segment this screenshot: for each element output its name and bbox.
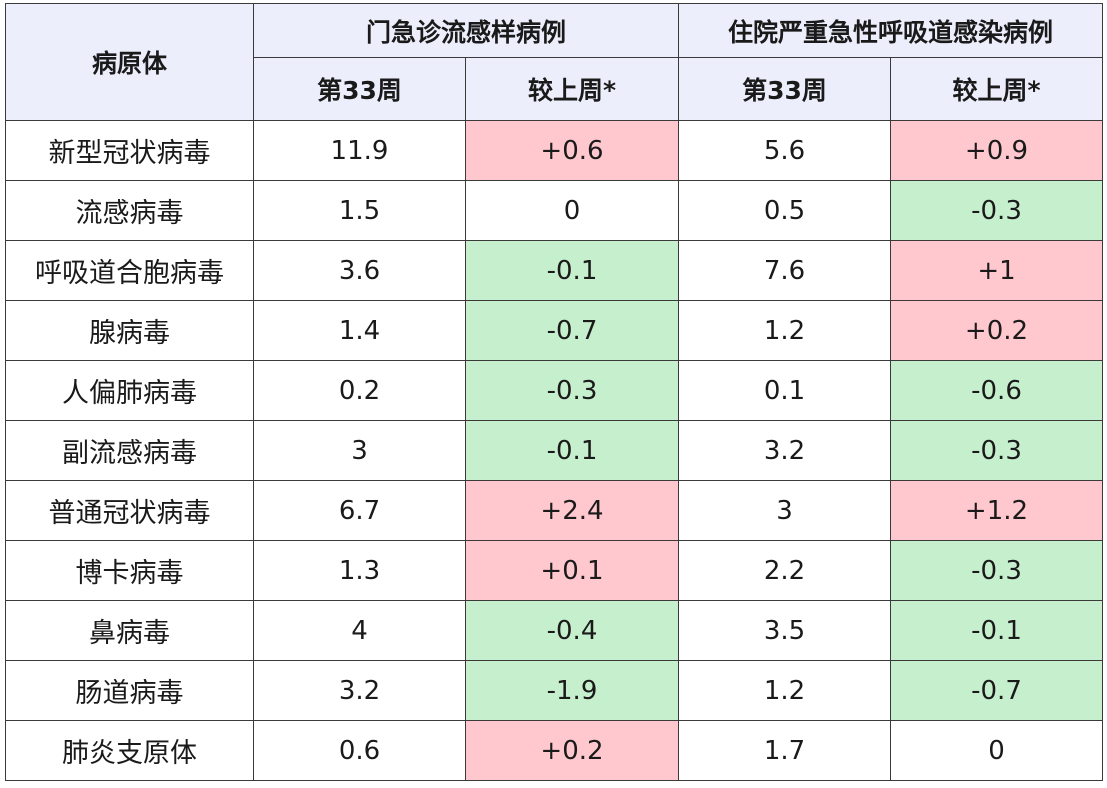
- sari-change-value: +0.9: [890, 120, 1103, 181]
- table-row: 腺病毒 1.4 -0.7 1.2 +0.2: [5, 300, 1103, 361]
- sari-change-value: 0: [890, 720, 1103, 781]
- header-sari-group: 住院严重急性呼吸道感染病例: [678, 3, 1103, 58]
- ili-change-value: +2.4: [465, 480, 679, 541]
- ili-week-value: 4: [253, 600, 466, 661]
- sari-change-value: -0.3: [890, 420, 1103, 481]
- sari-change-value: -0.7: [890, 660, 1103, 721]
- pathogen-name: 博卡病毒: [5, 540, 254, 601]
- ili-change-value: +0.1: [465, 540, 679, 601]
- ili-week-value: 0.6: [253, 720, 466, 781]
- sari-change-value: +1.2: [890, 480, 1103, 541]
- pathogen-name: 流感病毒: [5, 180, 254, 241]
- header-ili-week: 第33周: [253, 57, 466, 121]
- table-row: 副流感病毒 3 -0.1 3.2 -0.3: [5, 420, 1103, 481]
- sari-change-value: -0.6: [890, 360, 1103, 421]
- sari-week-value: 1.2: [678, 300, 891, 361]
- ili-change-value: +0.2: [465, 720, 679, 781]
- ili-week-value: 11.9: [253, 120, 466, 181]
- sari-change-value: +0.2: [890, 300, 1103, 361]
- sari-week-value: 5.6: [678, 120, 891, 181]
- table-row: 呼吸道合胞病毒 3.6 -0.1 7.6 +1: [5, 240, 1103, 301]
- pathogen-name: 人偏肺病毒: [5, 360, 254, 421]
- ili-week-value: 1.3: [253, 540, 466, 601]
- table-body: 新型冠状病毒 11.9 +0.6 5.6 +0.9 流感病毒 1.5 0 0.5 -0.3 呼吸道合…: [5, 120, 1103, 781]
- pathogen-name: 腺病毒: [5, 300, 254, 361]
- sari-week-value: 2.2: [678, 540, 891, 601]
- header-pathogen: 病原体: [5, 3, 254, 121]
- sari-week-value: 1.2: [678, 660, 891, 721]
- ili-week-value: 6.7: [253, 480, 466, 541]
- ili-week-value: 1.5: [253, 180, 466, 241]
- ili-change-value: -1.9: [465, 660, 679, 721]
- sari-change-value: -0.3: [890, 180, 1103, 241]
- ili-change-value: -0.7: [465, 300, 679, 361]
- ili-week-value: 3.6: [253, 240, 466, 301]
- ili-change-value: -0.3: [465, 360, 679, 421]
- ili-change-value: -0.1: [465, 240, 679, 301]
- sari-change-value: -0.1: [890, 600, 1103, 661]
- table-row: 人偏肺病毒 0.2 -0.3 0.1 -0.6: [5, 360, 1103, 421]
- sari-change-value: -0.3: [890, 540, 1103, 601]
- table-row: 肠道病毒 3.2 -1.9 1.2 -0.7: [5, 660, 1103, 721]
- sari-week-value: 1.7: [678, 720, 891, 781]
- sari-change-value: +1: [890, 240, 1103, 301]
- ili-week-value: 0.2: [253, 360, 466, 421]
- table-row: 鼻病毒 4 -0.4 3.5 -0.1: [5, 600, 1103, 661]
- header-sari-week: 第33周: [678, 57, 891, 121]
- pathogen-name: 肠道病毒: [5, 660, 254, 721]
- sari-week-value: 0.5: [678, 180, 891, 241]
- table-row: 肺炎支原体 0.6 +0.2 1.7 0: [5, 720, 1103, 781]
- header-ili-change: 较上周*: [465, 57, 679, 121]
- table-row: 新型冠状病毒 11.9 +0.6 5.6 +0.9: [5, 120, 1103, 181]
- ili-week-value: 3: [253, 420, 466, 481]
- pathogen-name: 普通冠状病毒: [5, 480, 254, 541]
- sari-week-value: 3: [678, 480, 891, 541]
- sari-week-value: 0.1: [678, 360, 891, 421]
- sari-week-value: 3.5: [678, 600, 891, 661]
- pathogen-table: 病原体 门急诊流感样病例 住院严重急性呼吸道感染病例 第33周 较上周* 第33…: [5, 3, 1103, 781]
- ili-week-value: 3.2: [253, 660, 466, 721]
- sari-week-value: 7.6: [678, 240, 891, 301]
- pathogen-name: 呼吸道合胞病毒: [5, 240, 254, 301]
- ili-change-value: 0: [465, 180, 679, 241]
- pathogen-name: 新型冠状病毒: [5, 120, 254, 181]
- ili-change-value: -0.1: [465, 420, 679, 481]
- ili-change-value: +0.6: [465, 120, 679, 181]
- header-sari-change: 较上周*: [890, 57, 1103, 121]
- ili-week-value: 1.4: [253, 300, 466, 361]
- sari-week-value: 3.2: [678, 420, 891, 481]
- header-ili-group: 门急诊流感样病例: [253, 3, 679, 58]
- table-row: 普通冠状病毒 6.7 +2.4 3 +1.2: [5, 480, 1103, 541]
- pathogen-name: 副流感病毒: [5, 420, 254, 481]
- ili-change-value: -0.4: [465, 600, 679, 661]
- table-row: 流感病毒 1.5 0 0.5 -0.3: [5, 180, 1103, 241]
- table-row: 博卡病毒 1.3 +0.1 2.2 -0.3: [5, 540, 1103, 601]
- pathogen-name: 肺炎支原体: [5, 720, 254, 781]
- pathogen-name: 鼻病毒: [5, 600, 254, 661]
